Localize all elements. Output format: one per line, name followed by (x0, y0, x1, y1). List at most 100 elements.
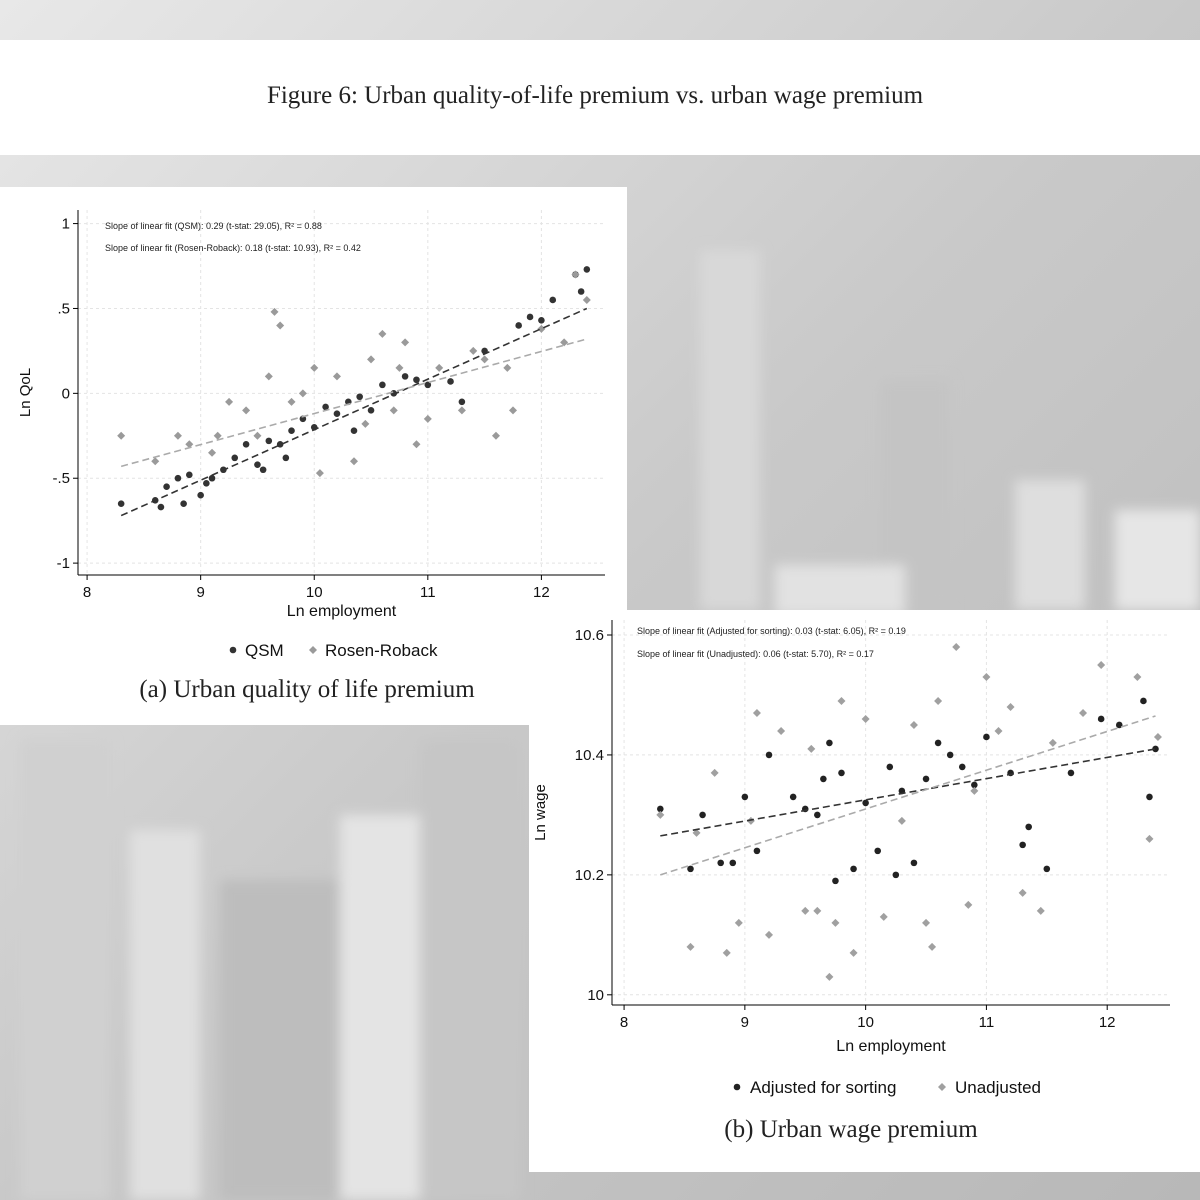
data-point (401, 338, 410, 347)
data-point (378, 329, 387, 338)
data-point (964, 900, 973, 909)
data-point (752, 708, 761, 717)
data-point (349, 457, 358, 466)
data-point (333, 410, 341, 418)
data-point (982, 672, 991, 681)
data-point (686, 942, 695, 951)
data-point (1079, 708, 1088, 717)
data-point (509, 406, 518, 415)
data-point (897, 816, 906, 825)
data-point (934, 696, 943, 705)
data-point (1097, 660, 1106, 669)
annotation: Slope of linear fit (Adjusted for sortin… (637, 626, 906, 636)
data-point (994, 726, 1003, 735)
x-tick-label: 12 (1099, 1014, 1116, 1031)
data-point (350, 427, 358, 434)
data-point (185, 440, 194, 449)
data-point (270, 307, 279, 316)
x-tick-label: 10 (857, 1014, 874, 1031)
data-point (850, 865, 857, 873)
data-point (765, 930, 774, 939)
data-point (849, 948, 858, 957)
data-point (208, 448, 217, 457)
data-point (692, 828, 701, 837)
x-tick-label: 11 (420, 584, 436, 601)
data-point (1019, 841, 1026, 849)
annotation: Slope of linear fit (Unadjusted): 0.06 (… (637, 649, 874, 659)
x-axis-label: Ln employment (287, 603, 397, 620)
data-point (242, 440, 250, 448)
data-point (879, 912, 888, 921)
data-point (203, 480, 210, 487)
data-point (874, 847, 882, 855)
data-point (722, 948, 731, 957)
data-point (1018, 888, 1027, 897)
data-point (983, 733, 990, 741)
data-point (117, 431, 126, 440)
data-point (435, 363, 444, 372)
y-tick-label: -1 (57, 555, 70, 572)
data-point (970, 786, 979, 795)
caption: (a) Urban quality of life premium (139, 676, 475, 703)
x-tick-label: 12 (533, 584, 550, 601)
data-point (922, 775, 930, 783)
legend-marker (938, 1083, 946, 1091)
data-point (801, 906, 810, 915)
data-point (186, 471, 193, 479)
y-tick-label: -.5 (52, 470, 70, 487)
data-point (174, 474, 182, 482)
data-point (491, 431, 500, 440)
data-point (717, 859, 725, 867)
data-point (729, 859, 737, 867)
legend-label: Rosen-Roback (325, 641, 438, 660)
data-point (361, 419, 370, 428)
data-point (910, 859, 918, 867)
x-axis-label: Ln employment (836, 1038, 946, 1055)
data-point (276, 440, 284, 448)
fit-line (120, 338, 588, 468)
data-point (909, 720, 918, 729)
data-point (1115, 721, 1123, 729)
data-point (282, 454, 290, 462)
data-point (832, 877, 839, 885)
x-tick-label: 9 (741, 1014, 749, 1031)
annotation: Slope of linear fit (Rosen-Roback): 0.18… (105, 243, 361, 253)
data-point (1067, 769, 1075, 777)
data-point (837, 696, 846, 705)
data-point (886, 763, 894, 771)
data-point (180, 500, 187, 507)
data-point (958, 763, 966, 771)
title-band (0, 40, 1200, 155)
data-point (813, 906, 822, 915)
y-tick-label: 10 (587, 987, 604, 1004)
data-point (225, 397, 234, 406)
data-point (1006, 702, 1015, 711)
data-point (577, 288, 585, 295)
data-point (820, 775, 827, 783)
data-point (807, 744, 816, 753)
data-point (356, 393, 363, 401)
x-tick-label: 8 (620, 1014, 628, 1031)
legend-marker (229, 646, 237, 654)
data-point (315, 469, 324, 478)
data-point (687, 865, 694, 873)
y-tick-label: 10.6 (575, 627, 604, 644)
data-point (503, 363, 512, 372)
panel-a (0, 187, 627, 725)
panel-b (529, 610, 1200, 1172)
data-point (310, 363, 319, 372)
x-tick-label: 11 (979, 1014, 995, 1031)
data-point (1043, 865, 1051, 873)
data-point (582, 295, 591, 304)
data-point (861, 714, 870, 723)
data-point (699, 811, 706, 819)
legend-marker (733, 1083, 741, 1091)
data-point (515, 322, 522, 329)
data-point (753, 847, 761, 855)
data-point (322, 403, 329, 411)
data-point (892, 871, 900, 879)
data-point (1153, 732, 1162, 741)
y-tick-label: 10.2 (575, 867, 604, 884)
data-point (560, 338, 569, 347)
